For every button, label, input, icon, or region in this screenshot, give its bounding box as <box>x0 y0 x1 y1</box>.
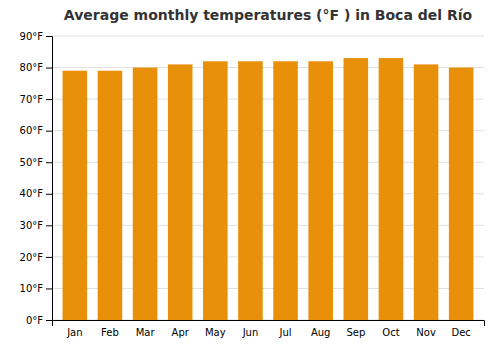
bar <box>98 71 123 320</box>
y-tick: 20°F <box>20 252 52 263</box>
y-tick-label: 60°F <box>20 125 44 136</box>
y-tick-mark <box>46 162 52 163</box>
x-tick-label: May <box>205 327 226 338</box>
y-tick: 80°F <box>20 62 52 73</box>
x-tick: Mar <box>136 327 156 338</box>
bar <box>414 64 439 320</box>
y-tick-label: 90°F <box>20 31 44 42</box>
bar <box>63 71 88 320</box>
x-tick: Nov <box>416 327 436 338</box>
x-tick-label: Oct <box>382 327 399 338</box>
x-tick: Feb <box>101 327 119 338</box>
y-tick-label: 30°F <box>20 220 44 231</box>
x-tick-label: Dec <box>451 327 470 338</box>
y-tick-mark <box>46 225 52 226</box>
y-tick-mark <box>46 194 52 195</box>
x-tick: Dec <box>451 327 470 338</box>
x-tick-label: Apr <box>172 327 190 338</box>
x-tick-label: Jan <box>66 327 82 338</box>
x-tick: Oct <box>382 327 399 338</box>
title: Average monthly temperatures (°F ) in Bo… <box>64 7 473 23</box>
y-tick-mark <box>46 131 52 132</box>
y-axis-line <box>46 37 53 321</box>
x-tick-label: Aug <box>311 327 331 338</box>
x-tick: Sep <box>346 327 365 338</box>
bar <box>203 61 228 320</box>
y-tick-label: 20°F <box>20 252 44 263</box>
x-tick: Apr <box>172 327 190 338</box>
y-tick: 40°F <box>20 188 52 199</box>
bar <box>238 61 263 320</box>
x-tick: Jan <box>66 327 82 338</box>
bars <box>63 58 474 320</box>
y-tick-label: 80°F <box>20 62 44 73</box>
bar <box>133 68 158 320</box>
x-tick: May <box>205 327 226 338</box>
y-tick-mark <box>46 288 52 289</box>
y-axis: 0°F 10°F 20°F 30°F 40°F 50°F 60°F 70°F 80°F 90°F <box>20 31 53 326</box>
grid <box>52 36 484 320</box>
grid-line <box>52 36 484 37</box>
x-tick-label: Nov <box>416 327 436 338</box>
bar <box>379 58 404 320</box>
y-tick-mark <box>46 257 52 258</box>
y-tick-mark <box>46 99 52 100</box>
y-tick: 50°F <box>20 157 52 168</box>
bar <box>308 61 333 320</box>
y-tick-mark <box>46 68 52 69</box>
plot: 0°F 10°F 20°F 30°F 40°F 50°F 60°F 70°F 80°F 90°F J… <box>20 31 485 338</box>
x-axis: Jan Feb Mar Apr May Jun Jul Aug Sep Oct Nov Dec <box>53 321 485 339</box>
y-tick: 0°F <box>26 315 52 326</box>
y-tick-label: 40°F <box>20 188 44 199</box>
x-tick-label: Mar <box>136 327 156 338</box>
x-tick-label: Sep <box>346 327 365 338</box>
y-tick-mark <box>46 320 52 321</box>
x-axis-line <box>53 321 485 327</box>
y-tick-mark <box>46 36 52 37</box>
bar <box>449 68 474 320</box>
bar <box>273 61 298 320</box>
x-tick: Jun <box>242 327 259 338</box>
y-tick-label: 10°F <box>20 283 44 294</box>
x-tick-label: Jul <box>279 327 292 338</box>
chart: 0°F 10°F 20°F 30°F 40°F 50°F 60°F 70°F 80°F 90°F J… <box>0 0 500 350</box>
y-tick-label: 0°F <box>26 315 43 326</box>
y-tick: 10°F <box>20 283 52 294</box>
y-tick: 60°F <box>20 125 52 136</box>
y-tick: 70°F <box>20 94 52 105</box>
bar <box>344 58 369 320</box>
y-tick: 30°F <box>20 220 52 231</box>
y-tick-label: 70°F <box>20 94 44 105</box>
x-tick-label: Jun <box>242 327 259 338</box>
x-tick-label: Feb <box>101 327 119 338</box>
x-tick: Aug <box>311 327 331 338</box>
bar <box>168 64 193 320</box>
y-tick: 90°F <box>20 31 52 42</box>
x-tick: Jul <box>279 327 292 338</box>
y-tick-label: 50°F <box>20 157 44 168</box>
